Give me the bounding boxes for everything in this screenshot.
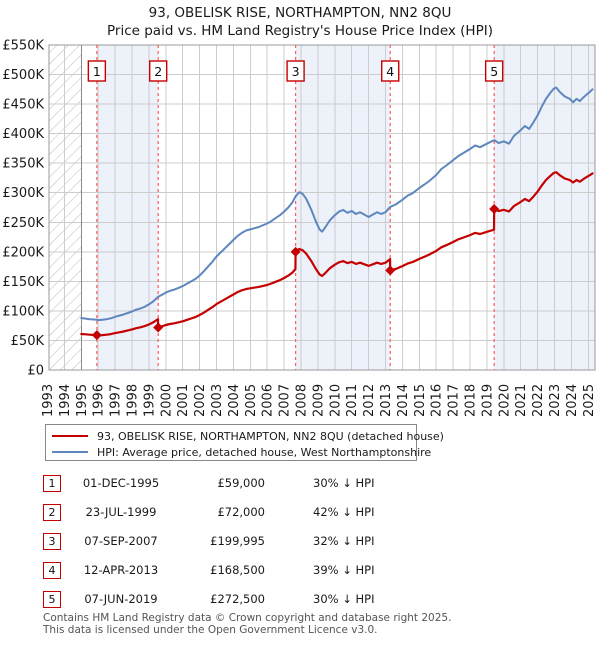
- svg-text:2015: 2015: [413, 384, 428, 417]
- svg-text:2016: 2016: [430, 384, 445, 417]
- sale-date: 01-DEC-1995: [82, 476, 160, 490]
- chart-legend: 93, OBELISK RISE, NORTHAMPTON, NN2 8QU (…: [45, 424, 444, 461]
- sale-number-badge: 2: [43, 504, 61, 521]
- red-line-swatch: [52, 435, 88, 437]
- svg-text:2003: 2003: [210, 384, 225, 417]
- sale-price: £199,995: [210, 534, 265, 548]
- sale-hpi-delta: 42% ↓ HPI: [313, 505, 375, 519]
- copyright-line: Contains HM Land Registry data © Crown c…: [43, 612, 452, 624]
- sale-price: £59,000: [217, 476, 265, 490]
- sale-number-badge: 3: [43, 533, 61, 550]
- svg-text:£50K: £50K: [11, 334, 45, 349]
- svg-text:£550K: £550K: [2, 39, 44, 54]
- svg-text:2019: 2019: [480, 384, 495, 417]
- svg-text:2017: 2017: [447, 384, 462, 417]
- svg-text:£450K: £450K: [2, 98, 44, 113]
- svg-text:2005: 2005: [244, 384, 259, 417]
- sale-hpi-delta: 32% ↓ HPI: [313, 534, 375, 548]
- page-subtitle: Price paid vs. HM Land Registry's House …: [107, 23, 493, 39]
- svg-text:2020: 2020: [497, 384, 512, 417]
- svg-text:1995: 1995: [75, 384, 90, 417]
- svg-text:1996: 1996: [92, 384, 107, 417]
- svg-text:3: 3: [292, 64, 300, 79]
- svg-text:2011: 2011: [345, 384, 360, 417]
- svg-text:£150K: £150K: [2, 275, 44, 290]
- sale-hpi-delta: 30% ↓ HPI: [313, 476, 375, 490]
- svg-text:2002: 2002: [193, 384, 208, 417]
- svg-text:2025: 2025: [582, 384, 597, 417]
- sale-number-badge: 1: [43, 475, 61, 492]
- blue-line-swatch: [52, 451, 88, 453]
- sale-price: £168,500: [210, 563, 265, 577]
- svg-text:2021: 2021: [514, 384, 529, 417]
- sale-hpi-delta: 30% ↓ HPI: [313, 592, 375, 606]
- page-title: 93, OBELISK RISE, NORTHAMPTON, NN2 8QU: [148, 5, 452, 21]
- svg-text:2010: 2010: [328, 384, 343, 417]
- sale-row-4: 4 12-APR-2013 £168,500 39% ↓ HPI: [0, 562, 600, 580]
- svg-text:2004: 2004: [227, 384, 242, 417]
- svg-text:£350K: £350K: [2, 157, 44, 172]
- svg-text:£300K: £300K: [2, 186, 44, 201]
- svg-text:2018: 2018: [464, 384, 479, 417]
- price-chart: 1 2 3 4 5 £0 £50K £100K £150K £200K £250K £300K £350…: [2, 39, 597, 418]
- svg-text:2022: 2022: [531, 384, 546, 417]
- svg-text:£200K: £200K: [2, 245, 44, 260]
- sale-row-5: 5 07-JUN-2019 £272,500 30% ↓ HPI: [0, 591, 600, 609]
- sale-number-badge: 4: [43, 562, 61, 579]
- legend-label: HPI: Average price, detached house, West…: [97, 445, 432, 459]
- svg-text:£100K: £100K: [2, 304, 44, 319]
- svg-text:1993: 1993: [41, 384, 56, 417]
- svg-text:2008: 2008: [295, 384, 310, 417]
- svg-text:1: 1: [93, 64, 101, 79]
- sale-price: £72,000: [217, 505, 265, 519]
- svg-text:5: 5: [490, 64, 498, 79]
- sale-date: 07-JUN-2019: [84, 592, 158, 606]
- sale-row-2: 2 23-JUL-1999 £72,000 42% ↓ HPI: [0, 504, 600, 522]
- svg-text:1997: 1997: [109, 384, 124, 417]
- sale-date: 07-SEP-2007: [84, 534, 158, 548]
- legend-label: 93, OBELISK RISE, NORTHAMPTON, NN2 8QU (…: [97, 429, 444, 443]
- svg-text:£0: £0: [27, 364, 44, 379]
- sale-date: 23-JUL-1999: [85, 505, 157, 519]
- svg-text:£500K: £500K: [2, 68, 44, 83]
- svg-text:2: 2: [154, 64, 162, 79]
- svg-text:2013: 2013: [379, 384, 394, 417]
- svg-text:2014: 2014: [396, 384, 411, 417]
- svg-text:1994: 1994: [58, 384, 73, 417]
- sale-hpi-delta: 39% ↓ HPI: [313, 563, 375, 577]
- sale-row-3: 3 07-SEP-2007 £199,995 32% ↓ HPI: [0, 533, 600, 551]
- legend-item-property: 93, OBELISK RISE, NORTHAMPTON, NN2 8QU (…: [52, 428, 444, 444]
- legend-item-hpi: HPI: Average price, detached house, West…: [52, 444, 431, 460]
- svg-text:2006: 2006: [261, 384, 276, 417]
- sale-row-1: 1 01-DEC-1995 £59,000 30% ↓ HPI: [0, 475, 600, 493]
- svg-text:2024: 2024: [565, 384, 580, 417]
- sale-price: £272,500: [210, 592, 265, 606]
- svg-text:1998: 1998: [126, 384, 141, 417]
- licence-line: This data is licensed under the Open Gov…: [43, 624, 378, 636]
- svg-text:2023: 2023: [548, 384, 563, 417]
- svg-text:4: 4: [386, 64, 394, 79]
- svg-text:2012: 2012: [362, 384, 377, 417]
- svg-text:2007: 2007: [278, 384, 293, 417]
- svg-text:£250K: £250K: [2, 216, 44, 231]
- svg-text:1999: 1999: [142, 384, 157, 417]
- svg-text:2009: 2009: [311, 384, 326, 417]
- svg-text:£400K: £400K: [2, 127, 44, 142]
- sale-number-badge: 5: [43, 591, 61, 608]
- svg-text:2000: 2000: [159, 384, 174, 417]
- svg-text:2001: 2001: [176, 384, 191, 417]
- sale-date: 12-APR-2013: [83, 563, 159, 577]
